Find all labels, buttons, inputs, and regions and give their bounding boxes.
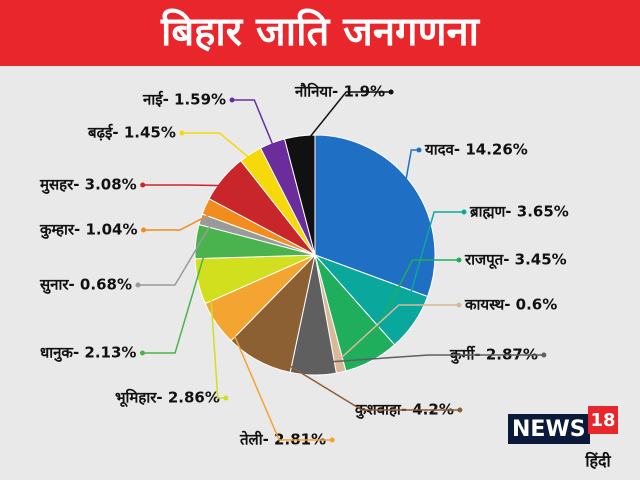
leader-line [137,222,213,286]
leader-line [263,349,460,411]
pie-slice [283,134,316,256]
pie-slice [314,134,436,298]
title-bar [0,0,640,66]
chart-title: बिहार जाति जनगणना [160,8,481,55]
leader-dot [179,130,185,136]
slice-label: कायस्थ- 0.6% [464,296,557,314]
logo-number-box [588,406,618,434]
leader-dot [541,352,547,358]
leader-line [337,304,459,361]
leader-dot [329,437,335,443]
leader-dot [456,257,462,263]
leader-dot [140,182,146,188]
slice-label: नाई- 1.59% [142,91,226,109]
leader-dot [461,209,467,215]
slice-label: कुम्हार- 1.04% [39,221,138,240]
leader-dot [139,350,145,356]
leader-line [181,132,258,165]
slice-label: ब्राह्मण- 3.65% [469,203,569,221]
slice-label: धानुक- 2.13% [40,344,136,363]
leader-line [232,99,278,155]
leader-dot [135,282,141,288]
slice-label: मुसहर- 3.08% [39,176,137,195]
leader-dot [223,395,229,401]
slice-label: नौनिया- 1.9% [294,83,385,101]
logo-brand: NEWS [512,417,586,442]
leader-line [300,91,392,149]
leader-dot [416,147,422,153]
leader-line [142,184,233,187]
leader-line [142,242,209,354]
leader-line [402,149,419,194]
slice-label: यादव- 14.26% [424,141,528,159]
leader-line [143,210,217,231]
logo-language: हिंदी [584,452,611,471]
slice-label: बढ़ई- 1.45% [87,124,176,142]
leader-line [225,316,333,441]
leader-dot [229,97,235,103]
leader-line [403,211,464,317]
leader-dot [388,89,394,95]
logo-box [508,414,590,444]
logo-number: 18 [590,410,615,431]
slice-label: भूमिहार- 2.86% [115,389,220,408]
leader-dot [141,227,147,233]
slice-label: सुनार- 0.68% [39,276,132,295]
slice-label: राजपूत- 3.45% [464,251,567,270]
leader-dot [456,302,462,308]
leader-line [313,354,544,364]
leader-dot [457,407,463,413]
leader-line [208,278,226,399]
